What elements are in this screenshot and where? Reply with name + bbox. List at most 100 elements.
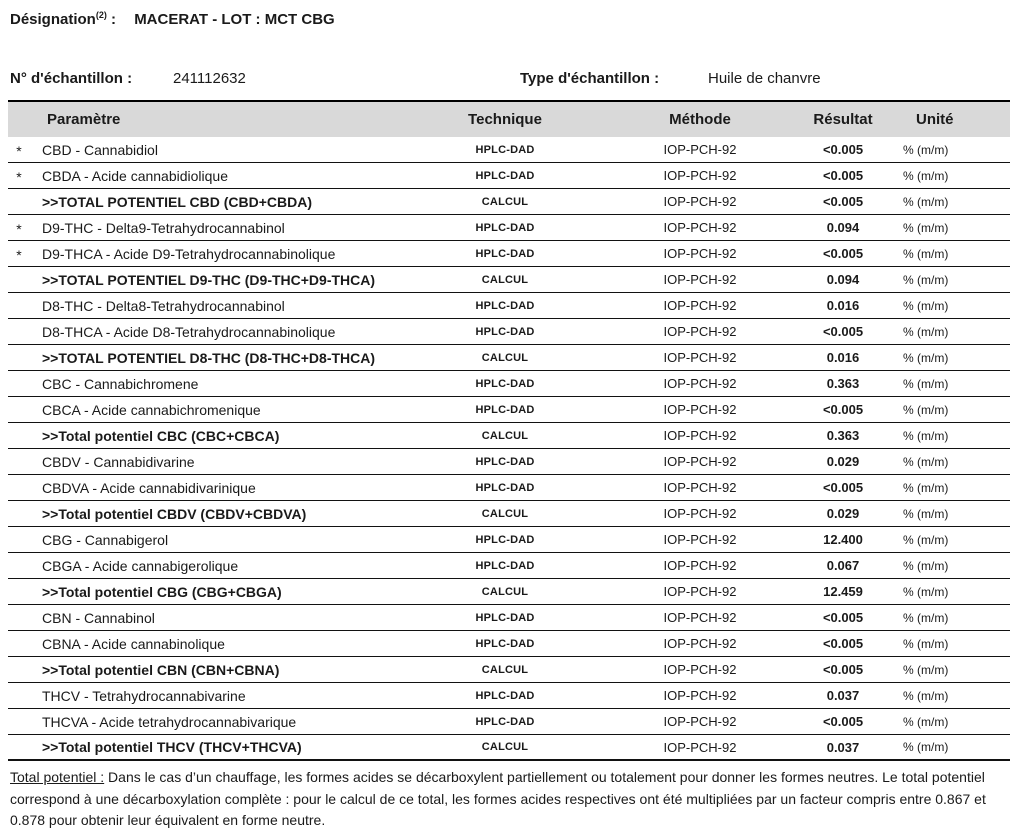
technique-cell: HPLC-DAD	[475, 143, 535, 156]
table-body: * CBD - Cannabidiol HPLC-DAD IOP-PCH-92 …	[8, 137, 1010, 761]
result-cell: <0.005	[822, 662, 864, 677]
result-cell: 0.037	[826, 688, 860, 703]
asterisk-marker	[8, 565, 30, 567]
method-cell: IOP-PCH-92	[663, 610, 737, 625]
method-cell: IOP-PCH-92	[663, 298, 737, 313]
method-cell: IOP-PCH-92	[663, 324, 737, 339]
table-row: * D9-THCA - Acide D9-Tetrahydrocannabino…	[8, 241, 1010, 267]
table-row: >>TOTAL POTENTIEL CBD (CBD+CBDA) CALCUL …	[8, 189, 1010, 215]
column-header-resultat: Résultat	[813, 111, 873, 128]
table-row: >>Total potentiel CBG (CBG+CBGA) CALCUL …	[8, 579, 1010, 605]
table-row: D8-THC - Delta8-Tetrahydrocannabinol HPL…	[8, 293, 1010, 319]
sample-info-line: N° d'échantillon : 241112632 Type d'écha…	[8, 70, 1010, 87]
table-row: >>TOTAL POTENTIEL D9-THC (D9-THC+D9-THCA…	[8, 267, 1010, 293]
technique-cell: CALCUL	[481, 351, 529, 364]
method-cell: IOP-PCH-92	[663, 220, 737, 235]
unit-cell: % (m/m)	[903, 298, 949, 313]
table-row: * CBDA - Acide cannabidiolique HPLC-DAD …	[8, 163, 1010, 189]
technique-cell: HPLC-DAD	[475, 377, 535, 390]
technique-cell: CALCUL	[481, 507, 529, 520]
asterisk-marker	[8, 201, 30, 203]
table-header-row: Paramètre Technique Méthode Résultat Uni…	[8, 100, 1010, 137]
technique-cell: HPLC-DAD	[475, 221, 535, 234]
method-cell: IOP-PCH-92	[663, 454, 737, 469]
parameter-cell: CBNA - Acide cannabinolique	[42, 635, 225, 652]
parameter-cell: THCV - Tetrahydrocannabivarine	[42, 687, 246, 704]
technique-cell: HPLC-DAD	[475, 403, 535, 416]
parameter-cell: CBD - Cannabidiol	[42, 141, 158, 158]
table-row: CBN - Cannabinol HPLC-DAD IOP-PCH-92 <0.…	[8, 605, 1010, 631]
table-row: CBGA - Acide cannabigerolique HPLC-DAD I…	[8, 553, 1010, 579]
method-cell: IOP-PCH-92	[663, 662, 737, 677]
total-potentiel-footnote: Total potentiel : Dans le cas d’un chauf…	[8, 767, 1012, 830]
results-table: Paramètre Technique Méthode Résultat Uni…	[8, 100, 1010, 761]
result-cell: 0.363	[826, 428, 860, 443]
method-cell: IOP-PCH-92	[663, 584, 737, 599]
designation-footnote-marker: (2)	[95, 10, 107, 20]
method-cell: IOP-PCH-92	[663, 194, 737, 209]
table-row: CBCA - Acide cannabichromenique HPLC-DAD…	[8, 397, 1010, 423]
technique-cell: HPLC-DAD	[475, 325, 535, 338]
asterisk-marker	[8, 409, 30, 411]
technique-cell: HPLC-DAD	[475, 169, 535, 182]
method-cell: IOP-PCH-92	[663, 246, 737, 261]
technique-cell: HPLC-DAD	[475, 247, 535, 260]
result-cell: <0.005	[822, 636, 864, 651]
technique-cell: CALCUL	[481, 273, 529, 286]
footnote-body: Dans le cas d’un chauffage, les formes a…	[10, 769, 986, 828]
result-cell: 0.067	[826, 558, 860, 573]
result-cell: <0.005	[822, 402, 864, 417]
unit-cell: % (m/m)	[903, 376, 949, 391]
asterisk-marker	[8, 643, 30, 645]
technique-cell: HPLC-DAD	[475, 637, 535, 650]
asterisk-marker	[8, 357, 30, 359]
method-cell: IOP-PCH-92	[663, 558, 737, 573]
asterisk-marker: *	[16, 246, 22, 263]
parameter-cell: >>TOTAL POTENTIEL CBD (CBD+CBDA)	[42, 193, 313, 210]
method-cell: IOP-PCH-92	[663, 272, 737, 287]
table-row: D8-THCA - Acide D8-Tetrahydrocannabinoli…	[8, 319, 1010, 345]
parameter-cell: CBG - Cannabigerol	[42, 531, 169, 548]
column-header-unite: Unité	[916, 111, 954, 128]
unit-cell: % (m/m)	[903, 480, 949, 495]
parameter-cell: CBDVA - Acide cannabidivarinique	[42, 479, 256, 496]
parameter-cell: CBCA - Acide cannabichromenique	[42, 401, 261, 418]
column-header-parametre: Paramètre	[47, 111, 121, 128]
parameter-cell: CBDV - Cannabidivarine	[42, 453, 195, 470]
footnote-lead: Total potentiel :	[10, 769, 105, 785]
result-cell: 0.029	[826, 454, 860, 469]
unit-cell: % (m/m)	[903, 168, 949, 183]
unit-cell: % (m/m)	[903, 194, 949, 209]
designation-label: Désignation	[10, 11, 96, 28]
table-row: CBNA - Acide cannabinolique HPLC-DAD IOP…	[8, 631, 1010, 657]
parameter-cell: D8-THCA - Acide D8-Tetrahydrocannabinoli…	[42, 323, 336, 340]
unit-cell: % (m/m)	[903, 532, 949, 547]
sample-type-value: Huile de chanvre	[708, 70, 821, 87]
asterisk-marker	[8, 461, 30, 463]
method-cell: IOP-PCH-92	[663, 636, 737, 651]
technique-cell: HPLC-DAD	[475, 533, 535, 546]
asterisk-marker	[8, 617, 30, 619]
table-row: >>Total potentiel CBC (CBC+CBCA) CALCUL …	[8, 423, 1010, 449]
asterisk-marker	[8, 746, 30, 748]
result-cell: 0.037	[826, 739, 860, 755]
asterisk-marker	[8, 513, 30, 515]
table-row: CBDV - Cannabidivarine HPLC-DAD IOP-PCH-…	[8, 449, 1010, 475]
method-cell: IOP-PCH-92	[663, 714, 737, 729]
result-cell: <0.005	[822, 480, 864, 495]
method-cell: IOP-PCH-92	[663, 168, 737, 183]
result-cell: <0.005	[822, 246, 864, 261]
technique-cell: CALCUL	[481, 429, 529, 442]
result-cell: <0.005	[822, 142, 864, 157]
parameter-cell: CBN - Cannabinol	[42, 609, 155, 626]
unit-cell: % (m/m)	[903, 428, 949, 443]
sample-number-label: N° d'échantillon :	[10, 70, 133, 87]
unit-cell: % (m/m)	[903, 740, 949, 754]
table-row: >>Total potentiel CBN (CBN+CBNA) CALCUL …	[8, 657, 1010, 683]
table-row: THCV - Tetrahydrocannabivarine HPLC-DAD …	[8, 683, 1010, 709]
method-cell: IOP-PCH-92	[663, 376, 737, 391]
unit-cell: % (m/m)	[903, 636, 949, 651]
asterisk-marker: *	[16, 220, 22, 237]
table-row: CBC - Cannabichromene HPLC-DAD IOP-PCH-9…	[8, 371, 1010, 397]
method-cell: IOP-PCH-92	[663, 142, 737, 157]
